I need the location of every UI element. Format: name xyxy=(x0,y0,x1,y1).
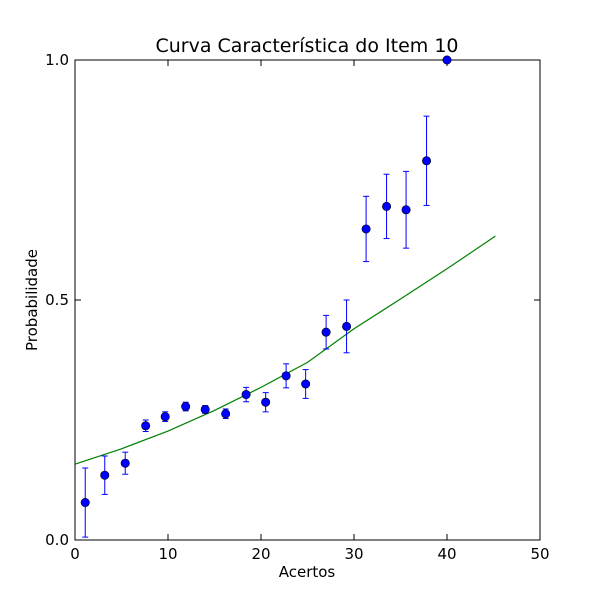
data-point-group xyxy=(301,369,311,399)
data-point-group xyxy=(221,408,231,420)
data-point xyxy=(221,409,231,419)
x-axis-label: Acertos xyxy=(279,563,336,581)
data-point xyxy=(401,205,411,215)
data-point-group xyxy=(160,411,170,422)
data-point-group xyxy=(321,314,331,350)
data-point-group xyxy=(442,55,452,65)
data-point xyxy=(80,498,90,508)
x-tick-label: 0 xyxy=(70,545,80,563)
data-point-group xyxy=(100,455,110,495)
chart-title: Curva Característica do Item 10 xyxy=(155,35,458,57)
data-point-group xyxy=(361,195,371,263)
data-point-group xyxy=(382,173,392,240)
data-point xyxy=(382,201,392,211)
data-point xyxy=(120,458,130,468)
y-tick-label: 0.5 xyxy=(45,291,69,309)
x-tick-label: 30 xyxy=(344,545,363,563)
data-point-group xyxy=(181,401,191,412)
data-point xyxy=(321,327,331,337)
data-point xyxy=(160,412,170,422)
data-point xyxy=(342,321,352,331)
data-point-group xyxy=(422,115,432,206)
x-axis-ticks: 0 10 20 30 40 50 xyxy=(70,60,550,563)
data-point xyxy=(301,379,311,389)
data-point-group xyxy=(342,299,352,354)
data-point-group xyxy=(261,392,271,413)
data-point xyxy=(181,402,191,412)
y-tick-label: 1.0 xyxy=(45,51,69,69)
y-tick-label: 0.0 xyxy=(45,531,69,549)
x-tick-label: 40 xyxy=(437,545,456,563)
data-point xyxy=(100,470,110,480)
data-point-group xyxy=(141,419,151,433)
data-point xyxy=(361,224,371,234)
data-point-group xyxy=(120,451,130,475)
data-point xyxy=(442,55,452,65)
data-point xyxy=(261,397,271,407)
x-tick-label: 50 xyxy=(530,545,549,563)
data-point-group xyxy=(80,467,90,538)
y-axis-label: Probabilidade xyxy=(23,249,41,351)
y-axis-ticks: 0.0 0.5 1.0 xyxy=(45,51,540,549)
series-layer xyxy=(74,55,496,538)
x-tick-label: 10 xyxy=(158,545,177,563)
data-point xyxy=(200,404,210,414)
x-tick-label: 20 xyxy=(251,545,270,563)
plot-frame xyxy=(74,59,541,541)
data-point xyxy=(141,421,151,431)
data-point-group xyxy=(401,170,411,249)
data-point xyxy=(422,156,432,166)
data-point-group xyxy=(281,363,291,389)
data-point xyxy=(281,371,291,381)
data-point xyxy=(241,390,251,400)
data-point-group xyxy=(200,404,210,414)
data-point-group xyxy=(241,386,251,403)
